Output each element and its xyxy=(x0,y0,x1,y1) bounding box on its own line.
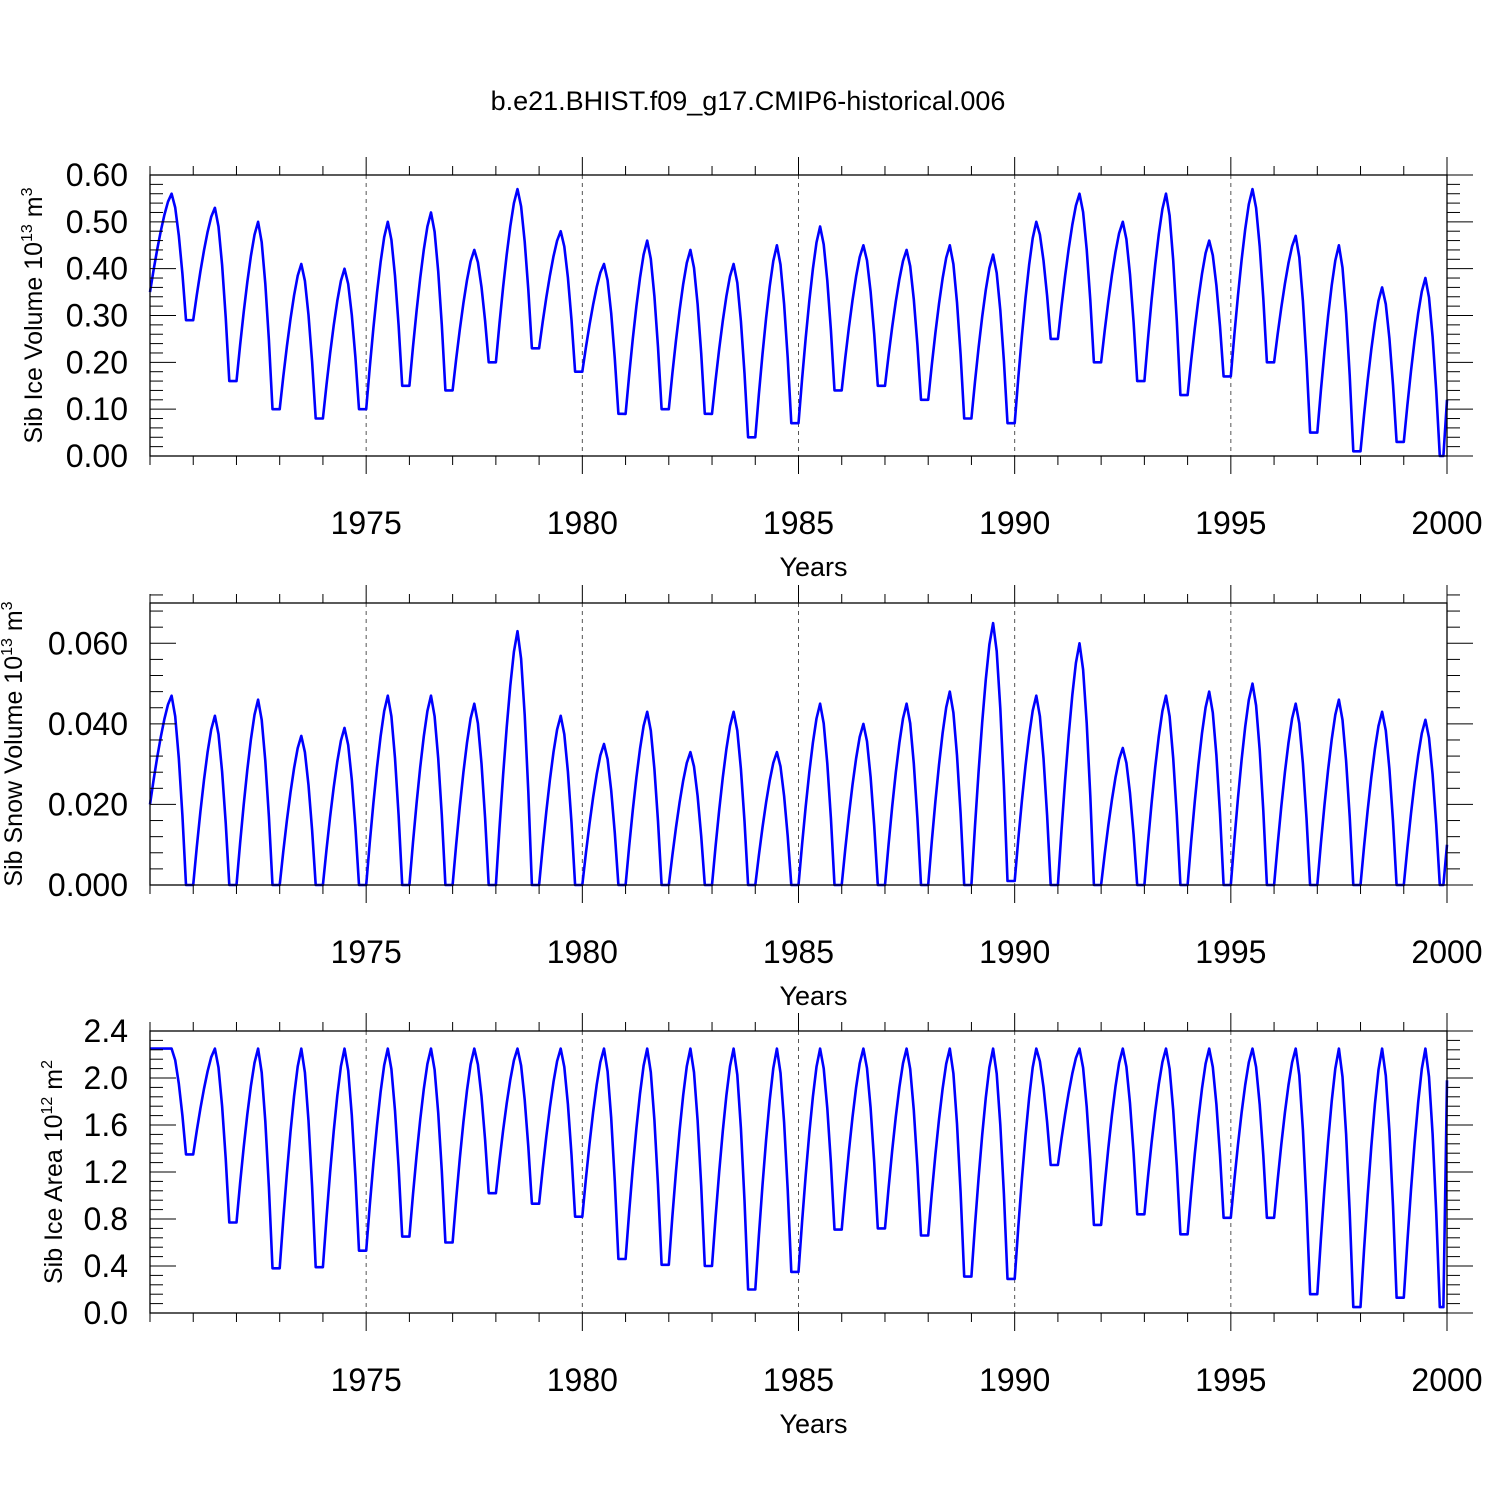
x-tick-label: 2000 xyxy=(1411,1362,1482,1398)
x-tick-label: 2000 xyxy=(1411,505,1482,541)
y-tick-label: 0.000 xyxy=(48,867,128,903)
y-tick-label: 0.60 xyxy=(66,157,128,193)
y-tick-label: 0.0 xyxy=(84,1295,128,1331)
x-tick-label: 1995 xyxy=(1195,934,1266,970)
x-tick-label: 1995 xyxy=(1195,505,1266,541)
x-tick-label: 1975 xyxy=(331,1362,402,1398)
y-axis-label: Sib Ice Volume 1013 m3 xyxy=(19,187,48,443)
ice-area-panel: 1975 1980 1985 1990 1995 2000 Years 0.0 0.4 0.8 1.… xyxy=(39,1013,1483,1439)
x-tick-label: 1980 xyxy=(547,934,618,970)
y-tick-label: 0.40 xyxy=(66,251,128,287)
y-tick-label: 1.6 xyxy=(84,1107,128,1143)
y-tick-label: 0.040 xyxy=(48,706,128,742)
y-axis-label: Sib Ice Area 1012 m2 xyxy=(39,1060,68,1284)
y-tick-label: 0.00 xyxy=(66,438,128,474)
x-tick-label: 1975 xyxy=(331,505,402,541)
y-tick-label: 0.020 xyxy=(48,786,128,822)
figure-title: b.e21.BHIST.f09_g17.CMIP6-historical.006 xyxy=(491,86,1006,116)
y-tick-label: 2.4 xyxy=(84,1013,128,1049)
x-tick-label: 1985 xyxy=(763,934,834,970)
x-tick-label: 1990 xyxy=(979,934,1050,970)
y-tick-label: 0.20 xyxy=(66,344,128,380)
x-tick-label: 1980 xyxy=(547,505,618,541)
x-axis-label: Years xyxy=(779,1409,847,1439)
y-tick-label: 0.50 xyxy=(66,204,128,240)
y-tick-label: 0.30 xyxy=(66,298,128,334)
snow-volume-panel: 1975 1980 1985 1990 1995 2000 Years 0.000 0.020 0… xyxy=(0,585,1483,1011)
series-line xyxy=(148,187,1449,458)
y-tick-label: 0.4 xyxy=(84,1248,128,1284)
x-tick-label: 2000 xyxy=(1411,934,1482,970)
y-tick-label: 0.060 xyxy=(48,625,128,661)
y-tick-label: 2.0 xyxy=(84,1060,128,1096)
y-axis-label: Sib Snow Volume 1013 m3 xyxy=(0,601,28,886)
x-axis-label: Years xyxy=(779,552,847,582)
y-tick-label: 0.8 xyxy=(84,1201,128,1237)
y-tick-label: 0.10 xyxy=(66,391,128,427)
x-tick-label: 1995 xyxy=(1195,1362,1266,1398)
x-tick-label: 1985 xyxy=(763,1362,834,1398)
y-tick-label: 1.2 xyxy=(84,1154,128,1190)
x-tick-label: 1980 xyxy=(547,1362,618,1398)
series-line xyxy=(150,1047,1449,1309)
x-tick-label: 1990 xyxy=(979,505,1050,541)
x-axis-label: Years xyxy=(779,981,847,1011)
x-tick-label: 1990 xyxy=(979,1362,1050,1398)
x-tick-label: 1975 xyxy=(331,934,402,970)
x-tick-label: 1985 xyxy=(763,505,834,541)
ice-volume-panel: 1975 1980 1985 1990 1995 2000 Years 0.00 0.10 0.2… xyxy=(19,157,1483,582)
